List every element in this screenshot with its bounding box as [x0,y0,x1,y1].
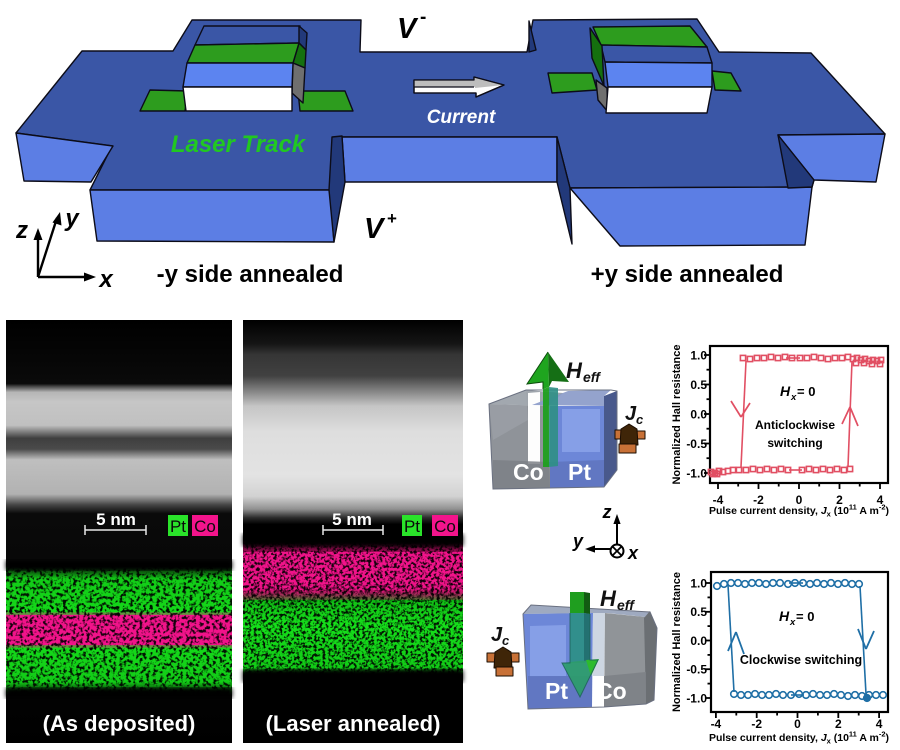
svg-text:x: x [627,543,639,563]
svg-text:-0.5: -0.5 [686,663,707,677]
svg-text:Pt: Pt [545,678,568,704]
svg-text:0: 0 [796,493,803,507]
svg-text:= 0: = 0 [796,609,814,624]
svg-text:Current: Current [427,107,496,128]
svg-text:x: x [790,392,797,403]
svg-text:1.0: 1.0 [690,576,707,590]
svg-text:Pt: Pt [170,517,186,536]
svg-text:Pulse current density, Jx (101: Pulse current density, Jx (1011 A m-2) [709,503,889,519]
svg-text:Anticlockwise: Anticlockwise [755,418,835,432]
svg-text:z: z [15,217,28,244]
svg-text:0.5: 0.5 [690,605,707,619]
svg-text:4: 4 [877,493,884,507]
svg-text:Pt: Pt [404,517,420,536]
svg-text:-2: -2 [751,717,762,731]
svg-text:0.0: 0.0 [690,407,707,421]
svg-text:Co: Co [434,517,456,536]
svg-text:-4: -4 [713,493,724,507]
svg-text:switching: switching [767,436,822,450]
svg-text:0: 0 [794,717,801,731]
svg-text:H: H [779,608,790,624]
svg-text:eff: eff [617,597,635,613]
svg-text:Normalized Hall resistance: Normalized Hall resistance [671,572,683,712]
svg-text:(As deposited): (As deposited) [43,711,196,736]
svg-text:V: V [364,213,386,245]
svg-text:Pt: Pt [568,459,591,485]
svg-text:c: c [502,633,510,648]
svg-text:2: 2 [835,717,842,731]
svg-text:z: z [602,502,612,522]
svg-text:Co: Co [194,517,216,536]
svg-text:J: J [491,624,503,646]
svg-text:4: 4 [876,717,883,731]
svg-text:y: y [572,531,584,551]
svg-text:H: H [566,358,583,383]
svg-text:Laser Track: Laser Track [171,131,307,158]
svg-text:c: c [636,412,644,427]
svg-text:+: + [387,209,397,228]
svg-text:5 nm: 5 nm [96,510,136,529]
svg-text:2: 2 [836,493,843,507]
svg-text:V: V [397,13,419,45]
svg-text:eff: eff [583,369,601,385]
svg-text:Clockwise switching: Clockwise switching [740,653,862,667]
svg-text:J: J [625,403,637,425]
svg-text:Pulse current density, Jx (101: Pulse current density, Jx (1011 A m-2) [709,730,889,746]
svg-text:x: x [789,617,796,628]
svg-text:= 0: = 0 [797,384,815,399]
svg-text:Co: Co [513,459,544,485]
svg-text:+y side annealed: +y side annealed [591,261,784,288]
svg-text:-0.5: -0.5 [686,437,707,451]
svg-text:1.0: 1.0 [690,348,707,362]
svg-text:0.0: 0.0 [690,634,707,648]
svg-text:-2: -2 [753,493,764,507]
svg-text:(Laser annealed): (Laser annealed) [266,711,441,736]
svg-text:-4: -4 [711,717,722,731]
svg-text:y: y [64,205,80,232]
svg-text:-1.0: -1.0 [686,691,707,705]
svg-text:-y side annealed: -y side annealed [157,261,344,288]
svg-text:Co: Co [596,678,627,704]
svg-text:-: - [420,7,426,28]
svg-text:0.5: 0.5 [690,378,707,392]
svg-text:-1.0: -1.0 [686,466,707,480]
svg-text:H: H [600,586,617,611]
svg-text:x: x [97,266,114,293]
svg-text:5 nm: 5 nm [332,510,372,529]
svg-text:Normalized Hall resistance: Normalized Hall resistance [671,344,683,484]
svg-text:H: H [780,383,791,399]
